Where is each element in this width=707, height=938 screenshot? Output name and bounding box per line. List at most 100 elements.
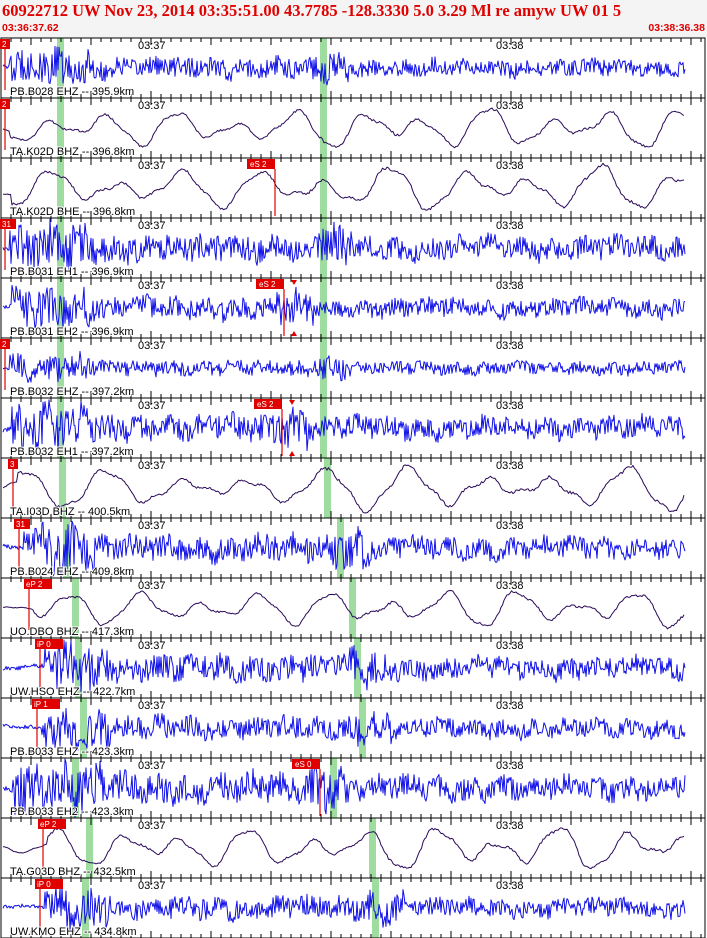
arrival-window-band: [320, 38, 327, 98]
trace-panel[interactable]: 03:37 03:38 eP 2 UO.DBO BHZ -- 417.3km: [0, 577, 706, 639]
station-label: TA.K02D BHZ -- 396.8km: [10, 146, 135, 158]
time-ticks: [10, 38, 702, 98]
arrival-window-band: [337, 518, 344, 578]
arrival-window-band: [57, 38, 64, 98]
trace-panel[interactable]: 03:37 03:38 iP 0 UW.KMO EHZ -- 434.8km: [0, 877, 706, 938]
s-pick-label: eS 2: [259, 280, 276, 289]
arrival-window-band: [72, 578, 79, 638]
waveform-trace: [2, 464, 685, 514]
time-label: 03:38: [496, 640, 524, 652]
time-label: 03:38: [496, 40, 524, 52]
station-label: UW.KMO EHZ -- 434.8km: [10, 926, 137, 938]
trace-panel[interactable]: 03:37 03:38 2 PB.B028 EHZ -- 395.9km: [0, 37, 706, 99]
pick-marker[interactable]: [8, 459, 18, 469]
time-label: 03:37: [138, 460, 166, 472]
time-label: 03:38: [496, 280, 524, 292]
time-label: 03:37: [138, 820, 166, 832]
s-pick-marker[interactable]: [292, 759, 320, 769]
waveform-trace: [2, 399, 686, 453]
arrival-window-band: [330, 758, 337, 818]
pick-marker[interactable]: [0, 39, 10, 49]
trace-panel[interactable]: 03:37 03:38 eS 2 TA.K02D BHE -- 396.8km: [0, 157, 706, 219]
station-label: TA.G03D BHZ -- 432.5km: [10, 866, 136, 878]
window-start-time: 03:36:37.62: [2, 22, 59, 34]
waveform-trace: [2, 162, 685, 211]
time-label: 03:37: [138, 880, 166, 892]
station-label: PB.B033 EH2 -- 423.3km: [10, 806, 134, 818]
time-label: 03:38: [496, 700, 524, 712]
pick-marker[interactable]: [0, 219, 16, 229]
pick-marker[interactable]: [0, 99, 10, 109]
pick-label: iP 1: [34, 700, 48, 709]
time-label: 03:37: [138, 220, 166, 232]
trace-panel[interactable]: 03:37 03:38 3 TA.I03D BHZ -- 400.5km: [0, 457, 706, 519]
arrival-window-band: [86, 818, 93, 878]
trace-panel[interactable]: 03:37 03:38 eS 0 PB.B033 EH2 -- 423.3km: [0, 757, 706, 819]
trace-panel[interactable]: 03:37 03:38 iP 0 UW.HSO EHZ -- 422.7km: [0, 637, 706, 699]
arrival-window-band: [354, 638, 361, 698]
arrival-window-band: [372, 878, 379, 938]
arrival-window-band: [59, 458, 66, 518]
trace-panel[interactable]: 03:37 03:38 31 PB.B031 EH1 -- 396.9km: [0, 217, 706, 279]
pick-label: iP 0: [37, 880, 51, 889]
time-ticks: [10, 518, 702, 578]
time-ticks: [10, 758, 702, 818]
time-label: 03:37: [138, 40, 166, 52]
trace-panel[interactable]: 03:37 03:38 2 TA.K02D BHZ -- 396.8km: [0, 97, 706, 159]
pick-label: 2: [2, 340, 7, 349]
time-label: 03:38: [496, 340, 524, 352]
arrival-window-band: [320, 158, 327, 218]
time-label: 03:38: [496, 820, 524, 832]
trace-panel[interactable]: 03:37 03:38 eP 2 TA.G03D BHZ -- 432.5km: [0, 817, 706, 879]
arrival-window-band: [80, 698, 87, 758]
time-ticks: [10, 158, 702, 218]
station-label: TA.I03D BHZ -- 400.5km: [10, 506, 130, 518]
pick-marker[interactable]: [0, 339, 10, 349]
pick-marker[interactable]: [24, 579, 52, 589]
s-pick-marker[interactable]: [256, 279, 284, 289]
trace-panel[interactable]: 03:37 03:38 31 PB.B024 EHZ -- 409.8km: [0, 517, 706, 579]
time-label: 03:37: [138, 700, 166, 712]
time-label: 03:38: [496, 160, 524, 172]
trace-panel[interactable]: 03:37 03:38 eS 2 PB.B031 EH2 -- 396.9km: [0, 277, 706, 339]
pick-marker[interactable]: [14, 519, 30, 529]
waveform-trace: [2, 708, 686, 751]
arrival-window-band: [57, 158, 64, 218]
arrival-window-band: [75, 638, 82, 698]
time-label: 03:37: [138, 520, 166, 532]
time-ticks: [10, 338, 702, 398]
time-label: 03:37: [138, 160, 166, 172]
pick-marker[interactable]: [35, 879, 63, 889]
arrival-window-band: [320, 218, 327, 278]
s-pick-label: eS 0: [295, 760, 312, 769]
waveform-trace: [2, 758, 686, 818]
trace-panel[interactable]: 03:37 03:38 iP 1 PB.B033 EHZ -- 423.3km: [0, 697, 706, 759]
pick-marker[interactable]: [38, 819, 66, 829]
arrow-up-icon: [289, 451, 295, 456]
trace-panel[interactable]: 03:37 03:38 eS 2 PB.B032 EH1 -- 397.2km: [0, 397, 706, 459]
arrival-window-band: [320, 98, 327, 158]
pick-marker[interactable]: [35, 639, 63, 649]
arrival-window-band: [57, 278, 64, 338]
waveform-trace: [2, 107, 685, 149]
s-pick-label: eS 2: [257, 400, 274, 409]
time-ticks: [10, 398, 702, 458]
pick-label: 3: [10, 460, 15, 469]
station-label: UO.DBO BHZ -- 417.3km: [10, 626, 134, 638]
time-label: 03:38: [496, 880, 524, 892]
arrival-window-band: [57, 98, 64, 158]
record-header: 60922712 UW Nov 23, 2014 03:35:51.00 43.…: [0, 0, 707, 38]
arrow-down-icon: [291, 280, 297, 285]
arrival-window-band: [57, 338, 64, 398]
trace-panel[interactable]: 03:37 03:38 2 PB.B032 EHZ -- 397.2km: [0, 337, 706, 399]
time-label: 03:37: [138, 400, 166, 412]
s-pick-marker[interactable]: [247, 159, 275, 169]
pick-label: eP 2: [40, 820, 57, 829]
pick-marker[interactable]: [32, 699, 60, 709]
s-pick-label: eS 2: [250, 160, 267, 169]
arrow-up-icon: [291, 331, 297, 336]
s-pick-marker[interactable]: [254, 399, 282, 409]
waveform-trace: [2, 639, 686, 692]
time-label: 03:38: [496, 760, 524, 772]
